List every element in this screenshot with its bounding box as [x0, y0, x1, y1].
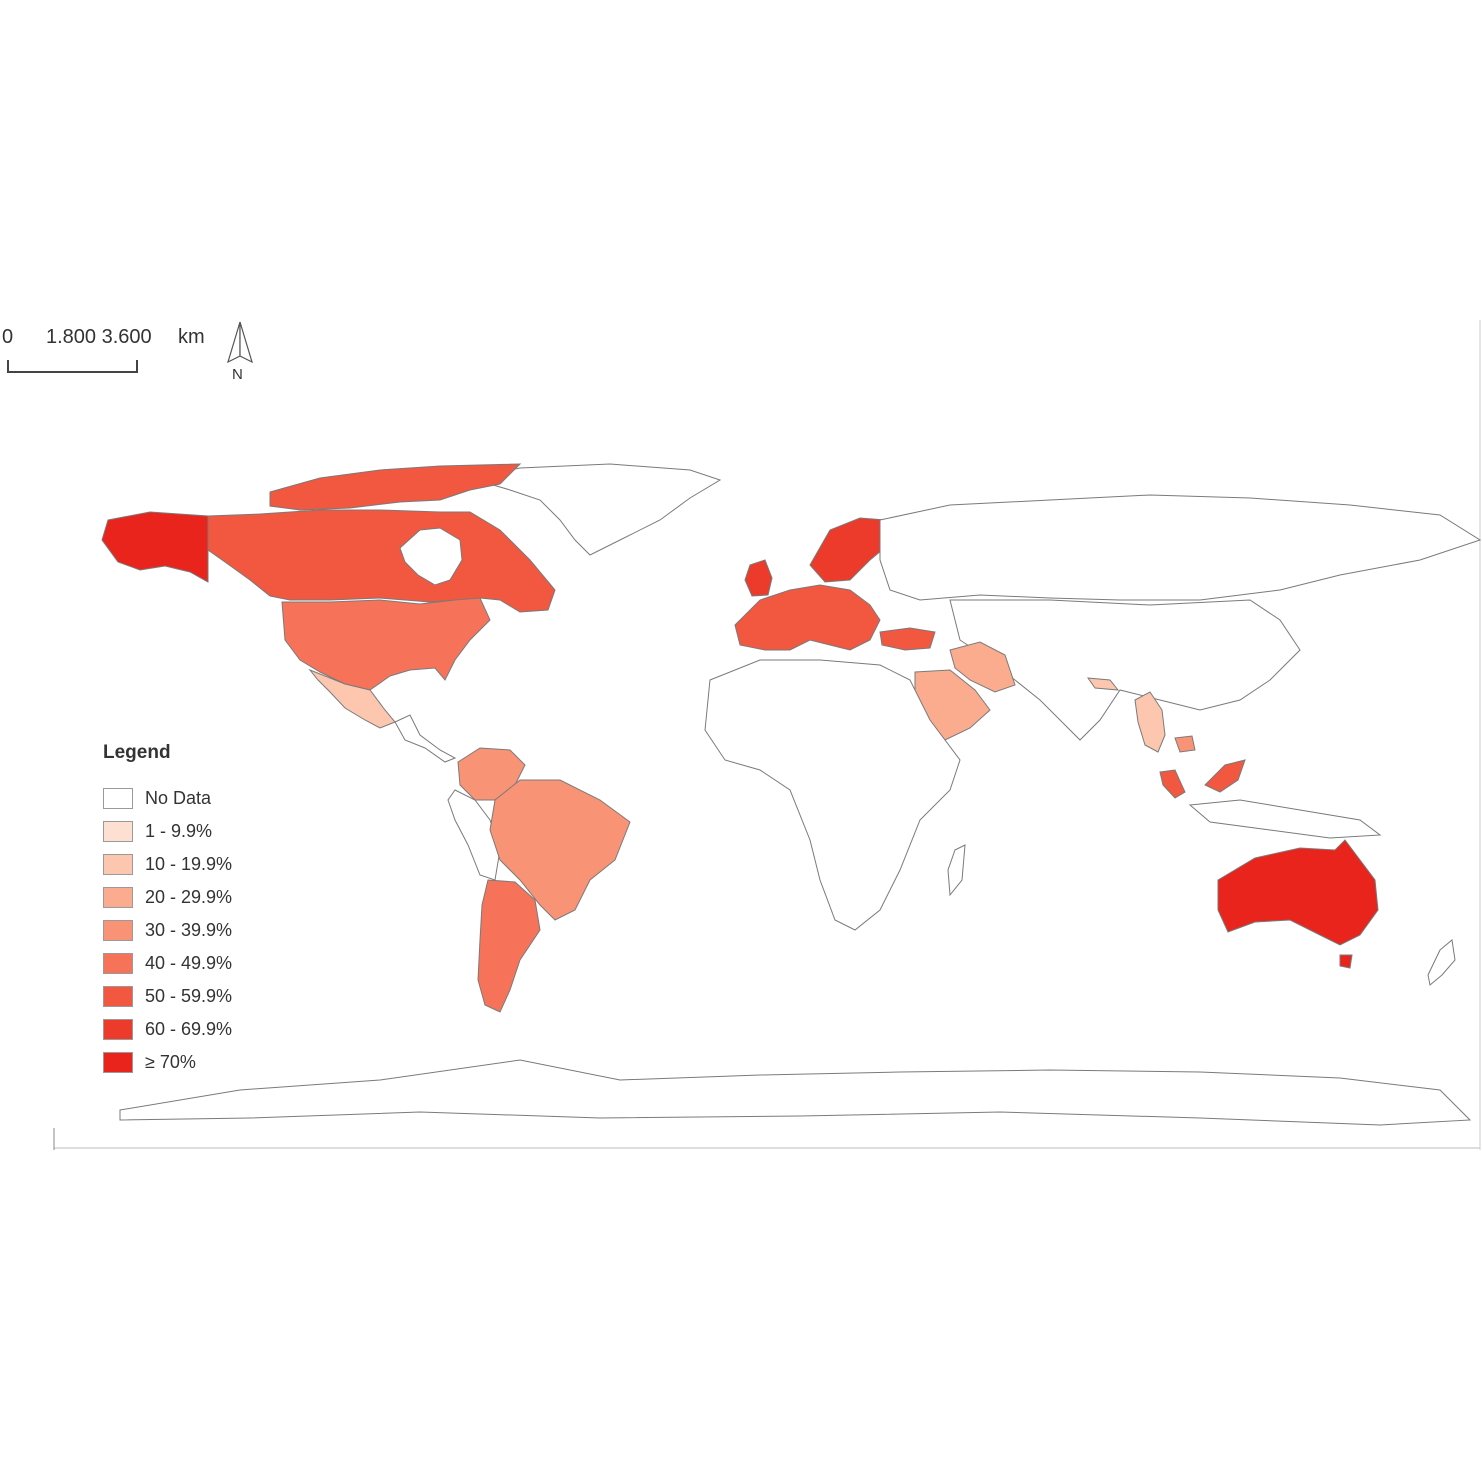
scale-unit-label: km [178, 326, 205, 348]
region-arctic-islands [269, 463, 522, 511]
legend-label: ≥ 70% [145, 1052, 196, 1072]
region-australia [1217, 839, 1379, 946]
legend-item: 20 - 29.9% [103, 881, 232, 914]
legend-swatch [103, 986, 133, 1007]
legend-label: 50 - 59.9% [145, 986, 233, 1006]
region-madagascar [947, 844, 966, 897]
legend-swatch [103, 887, 133, 908]
scale-ticks-label: 1.800 3.600 [46, 326, 152, 348]
region-uk [744, 559, 773, 597]
legend-swatch [103, 1052, 133, 1073]
region-greenland [469, 463, 722, 556]
legend-label: 20 - 29.9% [145, 887, 233, 907]
legend-label: 40 - 49.9% [145, 953, 233, 973]
region-canada [207, 509, 556, 613]
legend-swatch [103, 1019, 133, 1040]
legend-label: 30 - 39.9% [145, 920, 233, 940]
region-usa [281, 597, 491, 691]
region-western-europe [734, 584, 881, 651]
legend-item: 50 - 59.9% [103, 980, 232, 1013]
legend-item: ≥ 70% [103, 1046, 232, 1079]
region-iran [949, 641, 1016, 693]
legend-swatch [103, 854, 133, 875]
legend-swatch [103, 953, 133, 974]
region-argentina-chile [477, 879, 541, 1013]
region-borneo-malaysia [1204, 759, 1246, 793]
region-turkey [879, 627, 936, 651]
region-alaska [101, 511, 209, 583]
region-hudson-bay [399, 527, 463, 586]
legend-item: 30 - 39.9% [103, 914, 232, 947]
legend-item: 40 - 49.9% [103, 947, 232, 980]
region-central-america [394, 714, 457, 763]
legend-rows: No Data 1 - 9.9% 10 - 19.9% 20 - 29.9% 30 - … [103, 782, 232, 1079]
legend-item: 10 - 19.9% [103, 848, 232, 881]
region-antarctica [119, 1059, 1472, 1126]
region-nepal [1086, 677, 1120, 691]
legend-label: No Data [145, 788, 212, 808]
legend-swatch [103, 821, 133, 842]
scale-zero-label: 0 [2, 326, 14, 348]
region-peru-bolivia [447, 789, 501, 881]
legend-label: 1 - 9.9% [145, 821, 213, 841]
legend-item: 1 - 9.9% [103, 815, 232, 848]
legend-item: No Data [103, 782, 232, 815]
region-indonesia [1188, 799, 1382, 839]
legend-label: 10 - 19.9% [145, 854, 233, 874]
north-arrow-half-icon [239, 321, 253, 364]
region-asia [949, 599, 1301, 741]
legend-title: Legend [103, 742, 171, 763]
region-russia [879, 494, 1482, 601]
region-malaysia [1159, 769, 1186, 799]
north-label: N [232, 366, 243, 383]
region-tasmania [1339, 954, 1353, 969]
region-brazil [489, 779, 631, 921]
legend-swatch [103, 788, 133, 809]
legend-label: 60 - 69.9% [145, 1019, 233, 1039]
region-cambodia [1174, 735, 1196, 753]
north-arrow-icon [227, 321, 241, 364]
region-new-zealand [1427, 939, 1456, 986]
region-scandinavia [809, 517, 889, 583]
legend: Legend No Data 1 - 9.9% 10 - 19.9% 20 - 29.… [103, 742, 232, 1079]
scale-bar [7, 360, 138, 373]
legend-item: 60 - 69.9% [103, 1013, 232, 1046]
region-mexico [308, 668, 396, 729]
legend-swatch [103, 920, 133, 941]
region-africa [704, 659, 961, 931]
region-myanmar-thailand [1134, 691, 1166, 753]
